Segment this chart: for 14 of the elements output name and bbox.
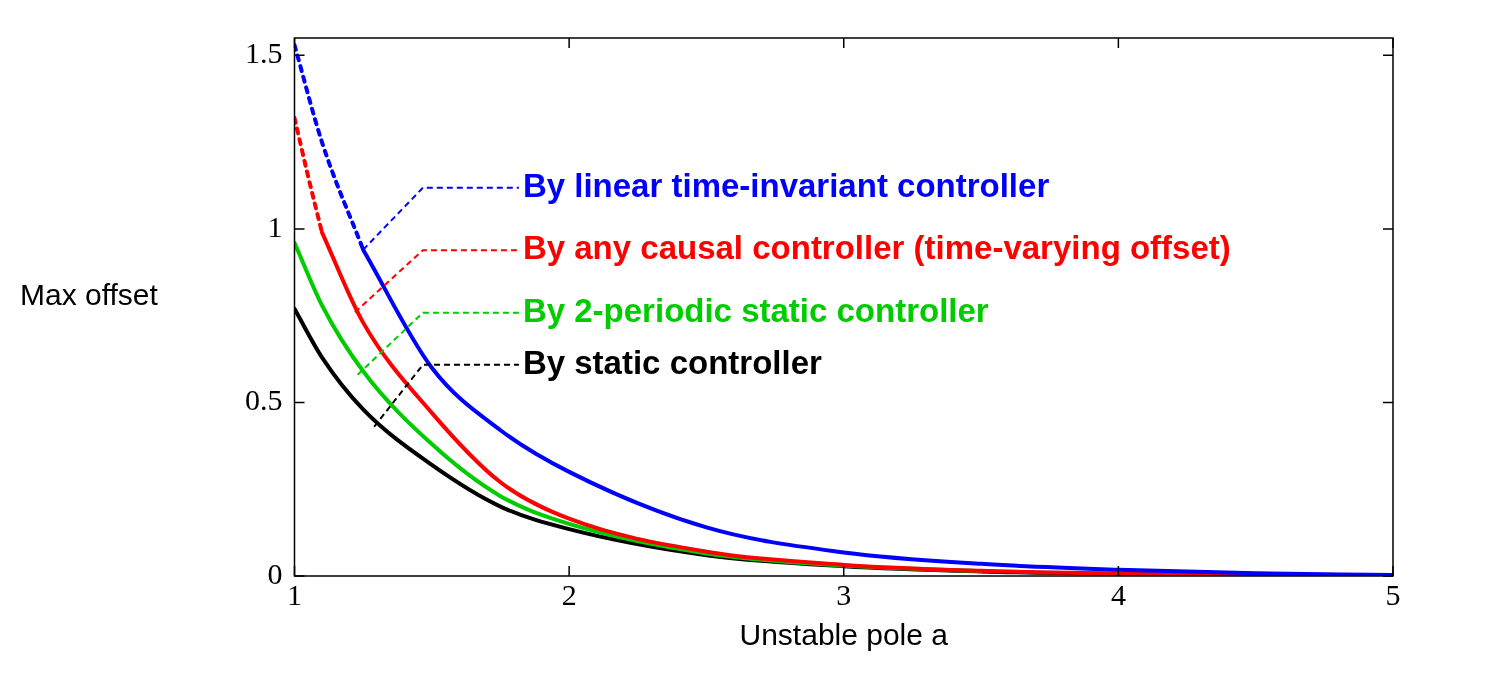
x-tick-label: 4	[1110, 577, 1126, 611]
x-tick-label: 3	[836, 577, 852, 611]
y-tick-label: 1	[267, 209, 283, 243]
annotation: By 2-periodic static controller	[522, 291, 989, 329]
x-axis-title: Unstable pole a	[739, 618, 949, 652]
x-tick-label: 5	[1385, 577, 1401, 611]
x-tick-label: 2	[561, 577, 577, 611]
annotation: By linear time-invariant controller	[522, 166, 1050, 204]
y-tick-label: 0.5	[245, 383, 283, 417]
annotation: By static controller	[522, 343, 822, 381]
annotation: By any causal controller (time-varying offset)	[522, 229, 1231, 267]
y-tick-label: 1.5	[245, 36, 283, 70]
y-tick-label: 0	[267, 556, 283, 590]
y-axis-title: Max offset	[20, 278, 159, 312]
